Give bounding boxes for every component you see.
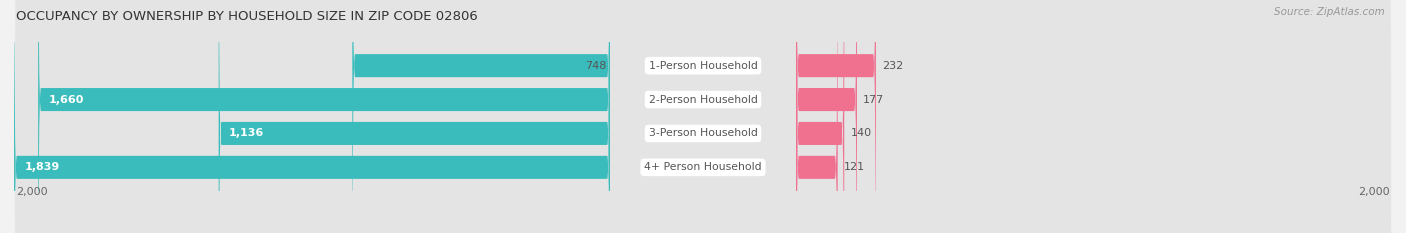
- Text: 2-Person Household: 2-Person Household: [648, 95, 758, 105]
- FancyBboxPatch shape: [14, 0, 1392, 233]
- FancyBboxPatch shape: [219, 0, 610, 233]
- Text: 2,000: 2,000: [1358, 187, 1391, 197]
- Text: 1-Person Household: 1-Person Household: [648, 61, 758, 71]
- FancyBboxPatch shape: [14, 0, 610, 233]
- FancyBboxPatch shape: [38, 0, 610, 233]
- Text: 1,660: 1,660: [48, 95, 84, 105]
- Text: 748: 748: [585, 61, 606, 71]
- Text: 140: 140: [851, 128, 872, 138]
- FancyBboxPatch shape: [14, 0, 1392, 233]
- Text: 1,839: 1,839: [24, 162, 59, 172]
- Text: 177: 177: [863, 95, 884, 105]
- FancyBboxPatch shape: [796, 0, 876, 233]
- Text: 1,136: 1,136: [229, 128, 264, 138]
- Text: OCCUPANCY BY OWNERSHIP BY HOUSEHOLD SIZE IN ZIP CODE 02806: OCCUPANCY BY OWNERSHIP BY HOUSEHOLD SIZE…: [15, 10, 478, 23]
- Text: 232: 232: [882, 61, 904, 71]
- FancyBboxPatch shape: [14, 0, 1392, 233]
- FancyBboxPatch shape: [796, 0, 858, 233]
- Text: 4+ Person Household: 4+ Person Household: [644, 162, 762, 172]
- FancyBboxPatch shape: [796, 0, 838, 233]
- Text: Source: ZipAtlas.com: Source: ZipAtlas.com: [1274, 7, 1385, 17]
- Text: 121: 121: [844, 162, 865, 172]
- Text: 2,000: 2,000: [15, 187, 48, 197]
- Text: 3-Person Household: 3-Person Household: [648, 128, 758, 138]
- FancyBboxPatch shape: [14, 0, 1392, 233]
- FancyBboxPatch shape: [796, 0, 844, 233]
- FancyBboxPatch shape: [353, 0, 610, 233]
